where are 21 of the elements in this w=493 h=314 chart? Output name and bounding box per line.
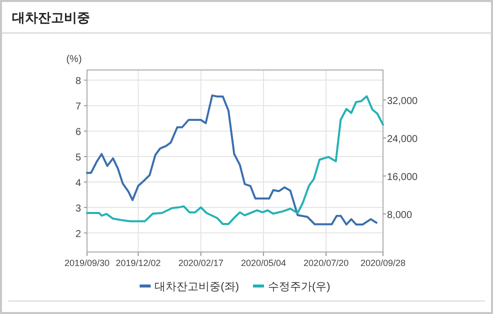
x-tick-label: 2020/09/28 xyxy=(360,258,406,268)
y2-tick-label: 16,000 xyxy=(387,172,418,183)
y-tick-label: 4 xyxy=(75,178,82,189)
y-tick-label: 6 xyxy=(75,127,82,138)
y-tick-label: 8 xyxy=(75,76,82,88)
y-tick-label: 5 xyxy=(75,152,82,164)
y-tick-label: 2 xyxy=(75,228,82,240)
y-tick-label: 3 xyxy=(75,203,82,214)
x-tick-label: 2020/07/20 xyxy=(304,258,349,268)
legend-label: 수정주가(우) xyxy=(268,281,330,293)
y-axis-title: (%) xyxy=(66,54,82,65)
x-tick-label: 2019/12/02 xyxy=(116,258,161,268)
chart-title: 대차잔고비중 xyxy=(12,10,90,25)
y-tick-label: 7 xyxy=(75,102,82,113)
y2-tick-label: 32,000 xyxy=(387,96,418,107)
x-tick-label: 2020/05/04 xyxy=(240,258,286,268)
x-tick-label: 2020/02/17 xyxy=(178,258,224,268)
x-tick-label: 2019/09/30 xyxy=(64,258,110,268)
y2-tick-label: 24,000 xyxy=(387,134,418,145)
y2-tick-label: 8,000 xyxy=(387,210,412,221)
legend-label: 대차잔고비중(좌) xyxy=(154,281,239,293)
